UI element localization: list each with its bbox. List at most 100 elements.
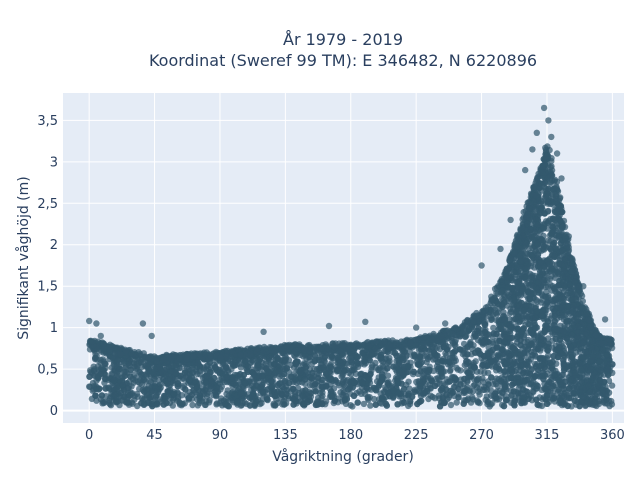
data-point xyxy=(417,368,424,375)
data-point xyxy=(564,289,571,296)
data-point xyxy=(518,299,525,307)
data-point xyxy=(563,335,571,342)
data-point xyxy=(546,378,553,386)
data-point xyxy=(383,402,390,409)
data-point xyxy=(597,367,605,374)
data-point xyxy=(495,309,502,316)
data-point xyxy=(577,398,585,405)
data-point xyxy=(564,365,571,373)
data-point xyxy=(276,361,283,368)
data-point xyxy=(271,361,278,368)
data-point xyxy=(189,401,196,409)
data-point xyxy=(299,392,307,400)
data-point xyxy=(283,365,291,372)
data-point xyxy=(489,346,496,354)
data-point xyxy=(586,388,593,396)
data-point xyxy=(596,377,604,384)
data-point xyxy=(549,265,556,273)
data-point xyxy=(411,353,419,360)
data-point xyxy=(528,329,535,337)
data-point xyxy=(537,259,545,266)
data-point xyxy=(244,363,252,370)
data-point xyxy=(567,343,574,350)
data-point xyxy=(238,401,245,409)
data-point xyxy=(534,382,541,390)
data-point xyxy=(438,369,445,376)
data-point xyxy=(536,273,543,281)
data-point xyxy=(479,378,487,385)
data-point xyxy=(523,388,531,395)
data-point xyxy=(294,384,302,392)
data-point xyxy=(455,394,462,401)
data-point xyxy=(493,330,500,338)
data-point xyxy=(603,352,610,359)
data-point xyxy=(202,401,209,409)
data-point xyxy=(321,354,328,361)
data-point xyxy=(569,359,577,366)
data-point xyxy=(510,268,518,276)
data-point xyxy=(467,341,474,348)
data-point xyxy=(562,256,569,264)
data-point xyxy=(140,401,148,408)
data-point xyxy=(360,400,368,408)
data-point xyxy=(543,193,550,200)
data-point xyxy=(279,383,286,391)
data-point xyxy=(279,391,286,398)
data-point xyxy=(545,325,553,333)
data-point xyxy=(400,399,408,406)
data-point xyxy=(560,385,567,393)
data-point xyxy=(548,273,555,280)
data-point xyxy=(527,308,535,316)
data-point xyxy=(423,352,430,360)
data-point xyxy=(447,387,454,395)
data-point xyxy=(564,303,572,310)
data-point xyxy=(578,374,586,381)
data-point xyxy=(449,339,457,347)
data-point xyxy=(223,364,230,372)
data-point xyxy=(534,401,541,408)
data-point xyxy=(328,393,335,400)
data-point xyxy=(274,388,281,395)
data-point xyxy=(609,361,616,368)
data-point xyxy=(550,382,557,390)
data-point xyxy=(170,390,178,398)
data-point xyxy=(565,394,573,402)
data-point xyxy=(340,376,347,383)
data-point xyxy=(105,384,112,391)
data-point xyxy=(540,376,547,383)
data-point xyxy=(407,398,414,405)
data-point xyxy=(532,303,539,310)
data-point xyxy=(492,363,500,371)
data-point xyxy=(328,388,335,395)
data-point xyxy=(532,372,539,380)
data-point xyxy=(555,282,562,289)
data-point xyxy=(185,395,192,402)
data-point xyxy=(421,389,429,397)
data-point xyxy=(549,241,557,248)
data-point xyxy=(338,362,346,370)
data-point xyxy=(541,263,548,270)
data-point xyxy=(554,269,561,276)
data-point xyxy=(119,381,127,388)
data-point xyxy=(509,344,516,352)
data-point xyxy=(274,382,281,389)
data-point xyxy=(548,229,555,237)
data-point xyxy=(434,352,441,359)
data-point xyxy=(544,283,551,290)
data-point xyxy=(453,399,460,406)
data-point xyxy=(336,382,343,389)
data-point xyxy=(364,395,371,402)
data-point xyxy=(529,352,536,359)
data-point xyxy=(518,399,525,407)
data-point xyxy=(216,369,223,376)
data-point xyxy=(452,375,459,382)
data-point xyxy=(587,366,595,373)
data-point xyxy=(417,380,424,387)
data-point xyxy=(386,358,393,365)
data-point xyxy=(490,324,497,332)
data-point xyxy=(512,315,519,323)
data-point xyxy=(576,360,584,367)
data-point xyxy=(345,386,352,393)
data-point xyxy=(376,382,383,389)
data-point xyxy=(552,371,559,378)
